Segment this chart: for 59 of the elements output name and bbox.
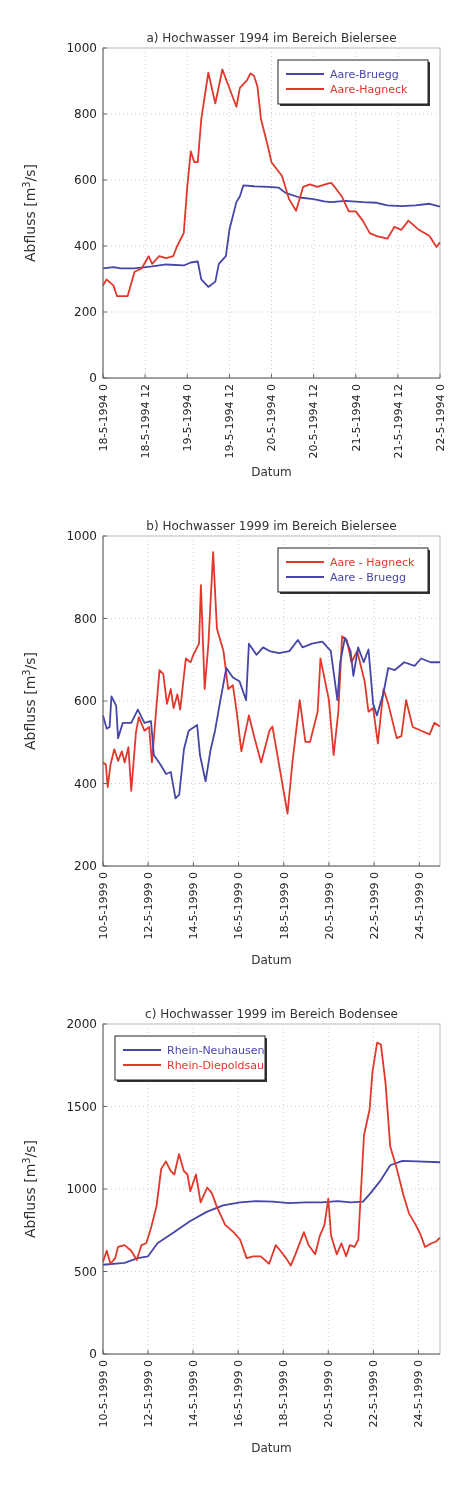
- x-tick-label: 22-5-1999 0: [367, 1360, 381, 1428]
- y-tick-label: 600: [74, 173, 97, 188]
- y-tick-label: 1000: [66, 41, 97, 56]
- x-tick-label: 14-5-1999 0: [187, 872, 201, 940]
- y-tick-label: 800: [74, 611, 97, 626]
- y-tick-label: 1000: [66, 529, 97, 544]
- chart-title: a) Hochwasser 1994 im Bereich Bielersee: [146, 31, 397, 45]
- legend-label: Aare - Bruegg: [330, 570, 407, 584]
- line-series: [102, 68, 441, 298]
- x-tick-label: 18-5-1999 0: [277, 872, 291, 940]
- x-tick-label: 16-5-1999 0: [232, 1360, 246, 1428]
- y-tick-label: 2000: [66, 1017, 97, 1032]
- y-tick-label: 0: [89, 371, 97, 386]
- x-tick-label: 20-5-1999 0: [322, 872, 336, 940]
- line-series: [102, 1159, 441, 1266]
- x-tick-label: 18-5-1994 12: [138, 384, 152, 459]
- chart-title: c) Hochwasser 1999 im Bereich Bodensee: [145, 1007, 398, 1021]
- y-tick-label: 200: [74, 305, 97, 320]
- legend-label: Aare-Bruegg: [330, 67, 399, 81]
- x-tick-label: 19-5-1994 12: [223, 384, 237, 459]
- x-tick-label: 21-5-1994 12: [391, 384, 405, 459]
- y-tick-label: 1500: [66, 1099, 97, 1114]
- y-tick-label: 0: [89, 1347, 97, 1362]
- x-tick-label: 22-5-1994 0: [433, 384, 447, 452]
- y-tick-label: 600: [74, 694, 97, 709]
- x-axis-title: Datum: [251, 465, 292, 479]
- chart-title: b) Hochwasser 1999 im Bereich Bielersee: [146, 519, 397, 533]
- x-tick-label: 14-5-1999 0: [186, 1360, 200, 1428]
- line-series: [102, 1041, 441, 1267]
- x-tick-label: 19-5-1994 0: [181, 384, 195, 452]
- x-tick-label: 10-5-1999 0: [96, 1360, 110, 1428]
- y-tick-label: 400: [74, 776, 97, 791]
- line-series: [102, 636, 441, 800]
- y-tick-label: 400: [74, 239, 97, 254]
- line-series: [102, 184, 441, 288]
- legend-label: Rhein-Diepoldsau: [167, 1058, 264, 1072]
- x-tick-label: 16-5-1999 0: [232, 872, 246, 940]
- legend-label: Aare - Hagneck: [330, 555, 416, 569]
- x-tick-label: 20-5-1999 0: [322, 1360, 336, 1428]
- y-tick-label: 200: [74, 859, 97, 874]
- x-tick-label: 20-5-1994 0: [265, 384, 279, 452]
- x-tick-label: 12-5-1999 0: [141, 1360, 155, 1428]
- x-axis-title: Datum: [251, 1441, 292, 1455]
- y-tick-label: 500: [74, 1264, 97, 1279]
- line-series: [102, 551, 441, 815]
- x-tick-label: 21-5-1994 0: [349, 384, 363, 452]
- x-tick-label: 24-5-1999 0: [412, 1360, 426, 1428]
- x-tick-label: 12-5-1999 0: [142, 872, 156, 940]
- x-axis-title: Datum: [251, 953, 292, 967]
- x-tick-label: 18-5-1994 0: [96, 384, 110, 452]
- y-tick-label: 1000: [66, 1182, 97, 1197]
- legend-label: Rhein-Neuhausen: [167, 1043, 265, 1057]
- x-tick-label: 24-5-1999 0: [413, 872, 427, 940]
- x-tick-label: 22-5-1999 0: [367, 872, 381, 940]
- x-tick-label: 10-5-1999 0: [96, 872, 110, 940]
- y-tick-label: 800: [74, 107, 97, 122]
- x-tick-label: 18-5-1999 0: [277, 1360, 291, 1428]
- legend-label: Aare-Hagneck: [330, 82, 409, 96]
- x-tick-label: 20-5-1994 12: [307, 384, 321, 459]
